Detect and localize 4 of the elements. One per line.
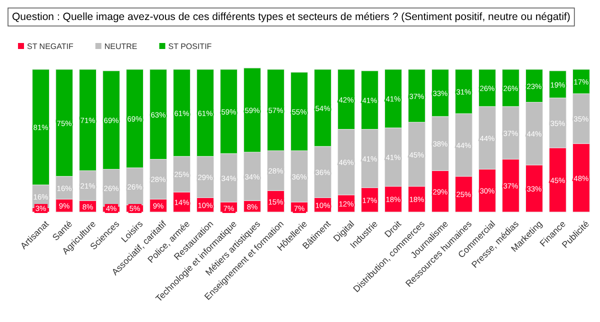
legend-label: NEUTRE bbox=[104, 42, 138, 51]
text: ST POSITIF bbox=[168, 42, 212, 51]
chart-title: Question : Quelle image avez-vous de ces différents types et secteurs de métiers ? (Sentiment positif, neutre ou négatif) bbox=[12, 11, 570, 23]
legend-label: ST NEGATIF bbox=[27, 42, 74, 51]
